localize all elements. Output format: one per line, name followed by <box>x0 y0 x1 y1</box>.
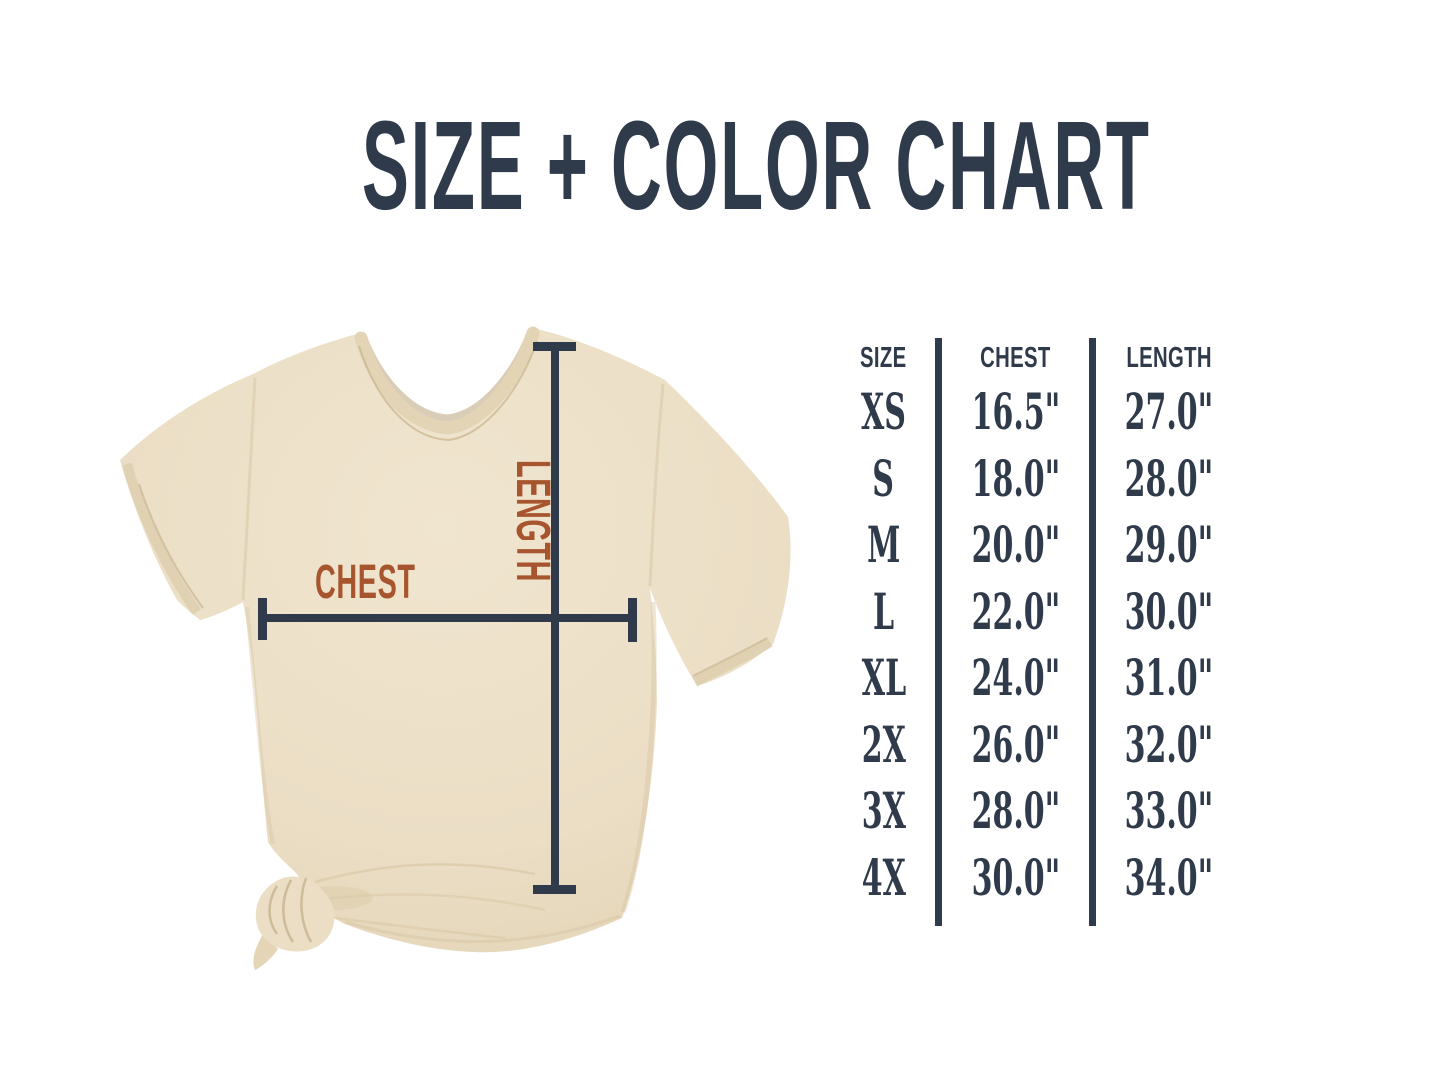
size-cell: 3X <box>832 778 935 845</box>
table-divider-left <box>935 338 942 926</box>
size-value: 3X <box>861 781 906 841</box>
fold-wrinkles <box>314 863 546 940</box>
seam-shading <box>241 377 665 944</box>
chest-value: 28.0" <box>971 781 1060 841</box>
chest-cell: 26.0" <box>942 712 1089 779</box>
length-line-bottom-cap <box>533 885 576 894</box>
chest-value: 30.0" <box>971 847 1060 907</box>
length-value: 30.0" <box>1124 581 1214 641</box>
collar <box>354 326 540 442</box>
length-cell: 34.0" <box>1096 845 1242 912</box>
size-value: XS <box>861 382 906 442</box>
size-value: M <box>866 515 901 575</box>
length-value: 29.0" <box>1124 515 1214 575</box>
table-divider-right <box>1089 338 1096 926</box>
size-value: 4X <box>861 847 906 907</box>
length-label: LENGTH <box>506 460 559 582</box>
left-cuff <box>122 462 204 615</box>
length-value: 31.0" <box>1124 648 1214 708</box>
length-value: 34.0" <box>1124 847 1214 907</box>
column-header-chest: CHEST <box>980 342 1051 374</box>
length-cell: 31.0" <box>1096 645 1242 712</box>
chest-cell: 24.0" <box>942 645 1089 712</box>
chest-label: CHEST <box>315 556 416 609</box>
hem-knot <box>253 876 373 970</box>
chest-value: 20.0" <box>971 515 1060 575</box>
tshirt-diagram <box>105 312 795 977</box>
chest-cell: 30.0" <box>942 845 1089 912</box>
size-cell: 2X <box>832 712 935 779</box>
length-cell: 28.0" <box>1096 446 1242 513</box>
size-value: S <box>872 448 895 508</box>
size-value: XL <box>861 648 906 708</box>
chest-measure-line <box>262 614 632 622</box>
size-value: 2X <box>861 714 906 774</box>
length-cell: 30.0" <box>1096 579 1242 646</box>
right-cuff <box>692 637 773 687</box>
chest-cell: 18.0" <box>942 446 1089 513</box>
size-cell: S <box>832 446 935 513</box>
size-value: L <box>872 581 895 641</box>
chest-cell: 16.5" <box>942 379 1089 446</box>
length-cell: 27.0" <box>1096 379 1242 446</box>
chest-cell: 20.0" <box>942 512 1089 579</box>
length-value: 33.0" <box>1124 781 1214 841</box>
page-title: SIZE + COLOR CHART <box>52 103 1445 229</box>
chest-cell: 22.0" <box>942 579 1089 646</box>
chest-cell: 28.0" <box>942 778 1089 845</box>
length-value: 32.0" <box>1124 714 1214 774</box>
chest-value: 24.0" <box>971 648 1060 708</box>
size-cell: XL <box>832 645 935 712</box>
chest-value: 18.0" <box>971 448 1060 508</box>
page-title-text: SIZE + COLOR CHART <box>361 95 1151 236</box>
shirt-body <box>120 329 791 953</box>
column-header-length: LENGTH <box>1126 342 1212 374</box>
column-header-size: SIZE <box>860 342 907 374</box>
length-line-top-cap <box>533 342 576 351</box>
size-cell: M <box>832 512 935 579</box>
tshirt-illustration <box>120 326 791 970</box>
size-cell: 4X <box>832 845 935 912</box>
length-value: 28.0" <box>1124 448 1214 508</box>
length-cell: 33.0" <box>1096 778 1242 845</box>
size-cell: L <box>832 579 935 646</box>
chest-line-right-cap <box>628 598 637 642</box>
chest-value: 22.0" <box>971 581 1060 641</box>
length-cell: 32.0" <box>1096 712 1242 779</box>
chest-value: 16.5" <box>971 382 1060 442</box>
size-cell: XS <box>832 379 935 446</box>
size-table: SIZE CHEST LENGTH XS 16.5" 27.0" S 18.0"… <box>832 338 1242 926</box>
chest-line-left-cap <box>258 598 267 640</box>
length-cell: 29.0" <box>1096 512 1242 579</box>
length-value: 27.0" <box>1124 382 1214 442</box>
chest-value: 26.0" <box>971 714 1060 774</box>
